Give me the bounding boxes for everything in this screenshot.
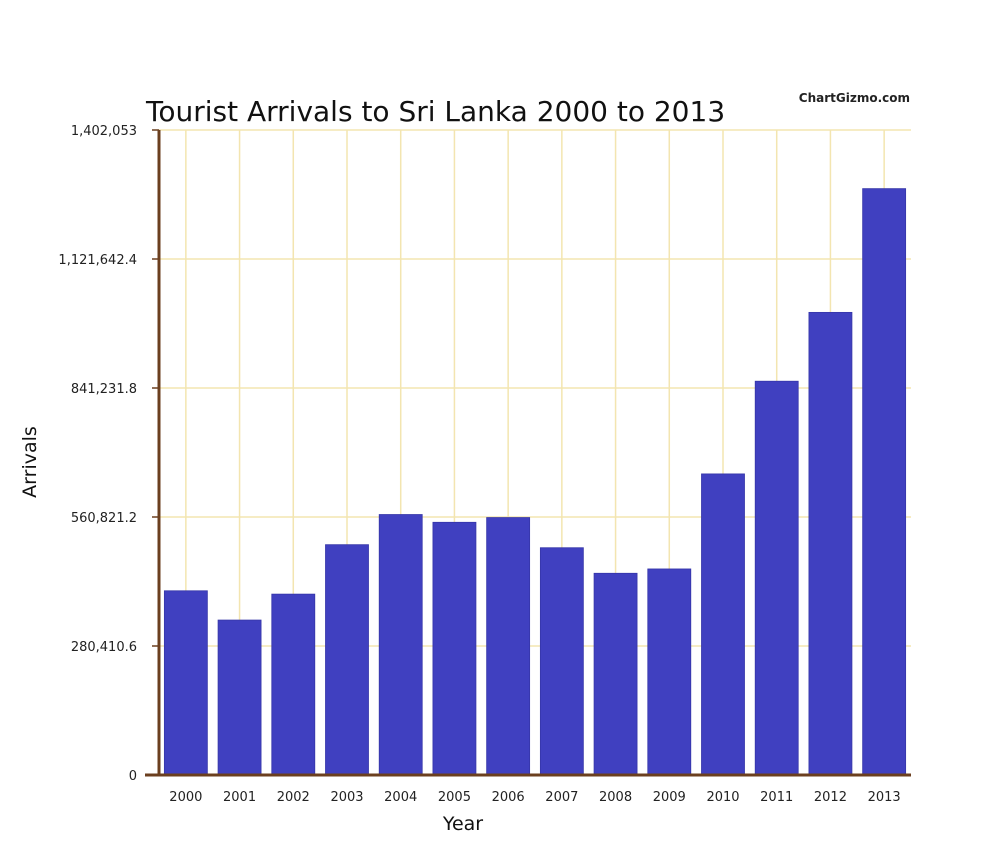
watermark-logo: ChartGizmo.com [799, 91, 910, 105]
bar-2001 [217, 619, 262, 776]
x-tick-labels: 2000 2001 2002 2003 2004 2005 2006 2007 2008 2009… [169, 790, 900, 805]
x-tick-label: 2011 [760, 790, 793, 805]
bar-2010 [701, 473, 745, 776]
x-axis-title: Year [442, 813, 483, 835]
bar-2000 [163, 590, 208, 776]
y-tick-label: 560,821.2 [71, 511, 137, 526]
x-tick-label: 2010 [706, 790, 739, 805]
axes [145, 129, 911, 777]
y-tick-label: 280,410.6 [71, 640, 137, 655]
bar-2006 [486, 517, 531, 776]
bar-2002 [271, 593, 316, 776]
x-tick-label: 2005 [438, 790, 471, 805]
bar-2012 [808, 311, 853, 776]
x-tick-label: 2013 [868, 790, 901, 805]
bars [163, 188, 907, 776]
x-tick-label: 2008 [599, 790, 632, 805]
bar-2004 [378, 514, 423, 776]
bar-2013 [862, 188, 907, 776]
x-tick-label: 2001 [223, 790, 256, 805]
y-tick-label: 1,402,053 [71, 124, 137, 139]
bar-2007 [539, 547, 584, 776]
x-tick-label: 2004 [384, 790, 417, 805]
y-axis-title: Arrivals [19, 426, 41, 498]
x-tick-label: 2002 [277, 790, 310, 805]
bar-2008 [593, 572, 638, 776]
x-tick-label: 2000 [169, 790, 202, 805]
x-tick-label: 2006 [492, 790, 525, 805]
bar-2003 [325, 544, 369, 776]
bar-2005 [432, 521, 477, 776]
bar-2011 [754, 380, 799, 776]
y-tick-labels: 0 280,410.6 560,821.2 841,231.8 1,121,642.4 1… [58, 124, 137, 784]
x-tick-label: 2003 [330, 790, 363, 805]
x-tick-label: 2012 [814, 790, 847, 805]
x-tick-label: 2007 [545, 790, 578, 805]
y-tick-label: 0 [129, 769, 137, 784]
bar-2009 [647, 568, 692, 776]
chart-title: Tourist Arrivals to Sri Lanka 2000 to 20… [145, 95, 725, 128]
x-tick-label: 2009 [653, 790, 686, 805]
y-tick-label: 1,121,642.4 [58, 253, 137, 268]
y-tick-label: 841,231.8 [71, 382, 137, 397]
